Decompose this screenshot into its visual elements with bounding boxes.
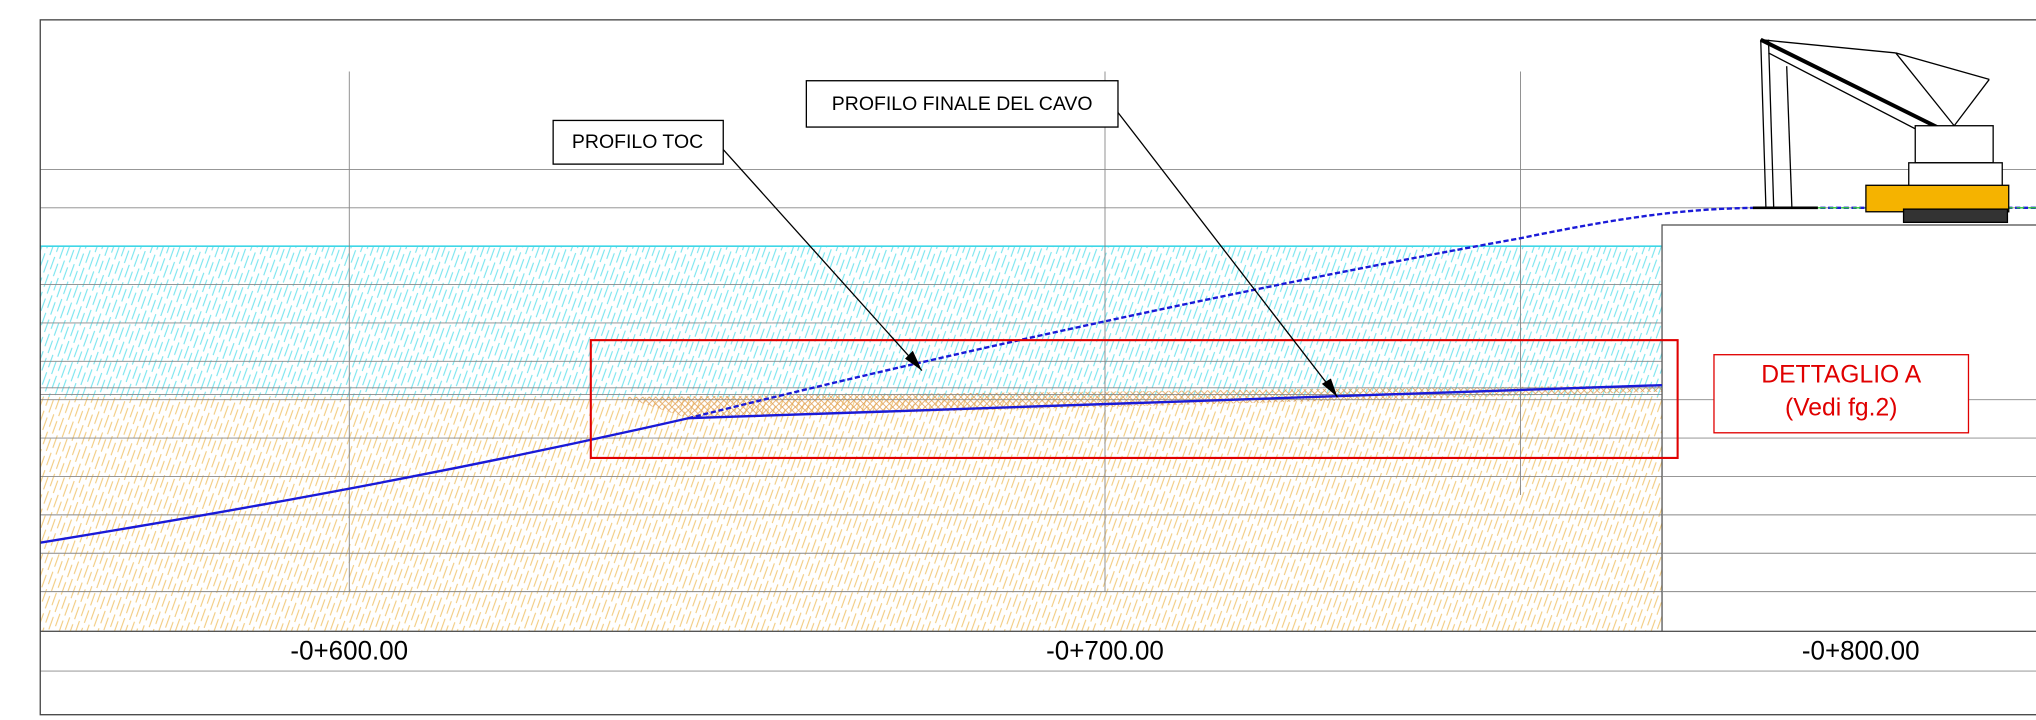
detail-label-box (1713, 354, 1970, 434)
toc-profile (687, 206, 2036, 420)
detail-ref: (Vedi fg.2) (1785, 393, 1897, 421)
detail-title: DETTAGLIO A (1761, 360, 1921, 388)
sand-layer (40, 397, 1663, 632)
callout-label: PROFILO FINALE DEL CAVO (832, 93, 1093, 115)
crane (1752, 37, 2010, 224)
cable-profile (40, 383, 1663, 544)
frame (39, 19, 2036, 716)
station-label: -0+700.00 (1046, 635, 1164, 665)
detail-box (589, 339, 1679, 459)
callout-box (552, 119, 724, 165)
water-layer (40, 246, 1663, 398)
callout-box (805, 80, 1119, 128)
station-label: -0+600.00 (290, 635, 408, 665)
station-label: -0+800.00 (1802, 635, 1920, 665)
callout-label: PROFILO TOC (572, 131, 703, 153)
